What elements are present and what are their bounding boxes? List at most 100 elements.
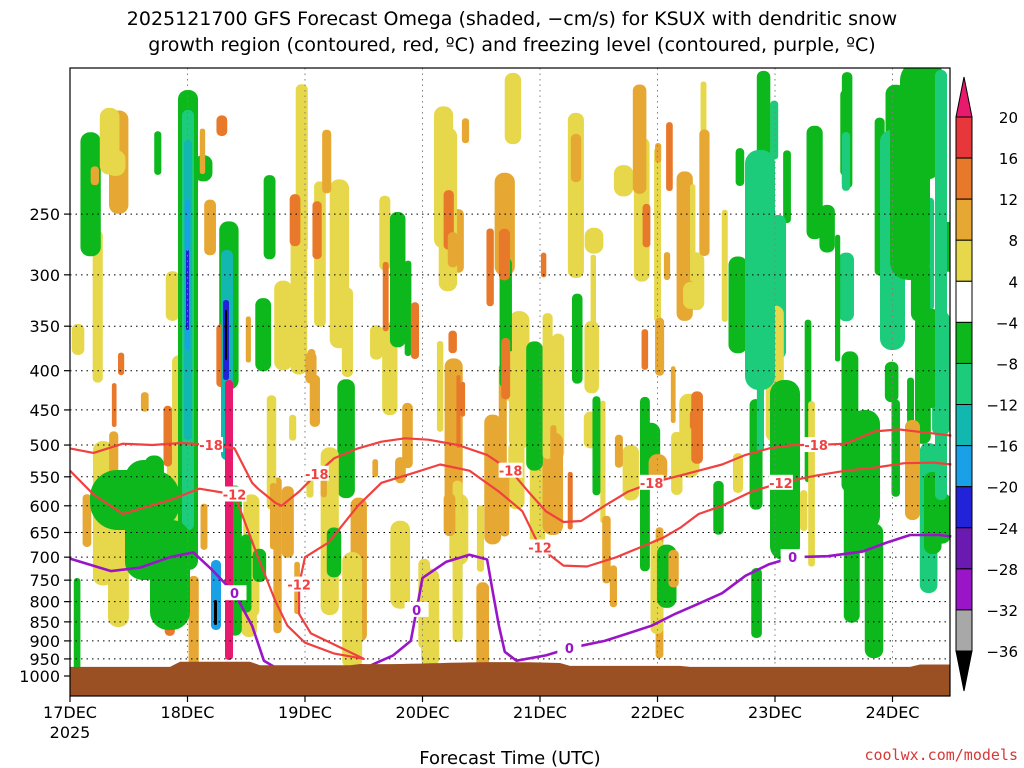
omega-cell (90, 166, 99, 186)
colorbar-label: 4 (1008, 273, 1018, 291)
omega-cell (372, 459, 379, 478)
omega-cell (255, 298, 272, 372)
omega-cell (269, 482, 277, 550)
plot-frame (69, 67, 951, 697)
x-tick-label: 23DEC (748, 703, 802, 722)
omega-cell (770, 100, 779, 160)
omega-cell (486, 228, 494, 307)
omega-cell (460, 381, 466, 417)
contour-label-bg (199, 437, 223, 453)
omega-cell (389, 211, 406, 348)
omega-cell (225, 310, 227, 360)
omega-cell (668, 549, 679, 588)
omega-cell (540, 252, 547, 278)
omega-cell (214, 600, 217, 625)
omega-cell (476, 505, 485, 572)
omega-cell (613, 165, 634, 197)
omega-cell (850, 410, 880, 530)
colorbar-swatch (955, 280, 973, 323)
omega-cell (199, 128, 206, 175)
colorbar-label: −24 (986, 520, 1018, 538)
omega-cell (670, 366, 676, 424)
colorbar-label: 12 (999, 191, 1018, 209)
omega-cell (150, 520, 190, 630)
colorbar-bottom-arrow (955, 650, 973, 692)
colorbar-label: −28 (986, 561, 1018, 579)
omega-cell (289, 194, 301, 247)
omega-cell (370, 325, 383, 360)
chart-title-line2: growth region (contoured, red, ºC) and f… (148, 34, 875, 56)
omega-cell (274, 280, 293, 371)
colorbar: 20 16 12 8 4 −4 −8 −12 −16 −20 −24 −28 −32 −36 (955, 76, 1018, 692)
omega-cell (443, 493, 456, 536)
omega-cell (732, 453, 744, 493)
omega-cell (404, 260, 412, 357)
omega-cell (721, 209, 728, 322)
contour-label-bg (222, 585, 247, 601)
omega-cell (71, 323, 85, 355)
omega-cell (82, 494, 92, 547)
y-tick-label: 900 (29, 632, 60, 651)
omega-cell (290, 226, 308, 375)
contour-label: -18 (199, 439, 223, 454)
colorbar-label: −20 (986, 479, 1018, 497)
omega-shading (71, 68, 950, 696)
omega-cell (305, 351, 317, 384)
contour-label: -12 (287, 579, 311, 594)
x-tick-label: 24DEC (866, 703, 920, 722)
omega-cell (447, 232, 458, 268)
y-tick-label: 250 (29, 205, 60, 224)
y-tick-label: 1000 (19, 667, 60, 686)
colorbar-label: −12 (986, 397, 1018, 415)
omega-cell (592, 396, 601, 496)
omega-cell (500, 465, 510, 537)
y-tick-label: 300 (29, 266, 60, 285)
credit-text: coolwx.com/models (864, 746, 1018, 764)
omega-cell (808, 401, 815, 567)
contour-label-bg (804, 437, 829, 453)
x-axis: 17DEC 18DEC 19DEC 20DEC 21DEC 22DEC 23DEC 24DEC… (43, 696, 919, 742)
omega-cell (728, 256, 748, 354)
contour-label-bg (557, 640, 582, 656)
plot-area: -18 -18 -18 -18 -18 -12 -12 -12 -12 0 0 0 0 (69, 67, 952, 697)
contour-label: 0 (230, 587, 239, 602)
omega-cell (590, 254, 596, 331)
omega-cell (99, 107, 120, 175)
omega-cell (312, 201, 322, 260)
y-tick-label: 500 (29, 436, 60, 455)
y-tick-label: 800 (29, 593, 60, 612)
omega-cell (891, 399, 900, 497)
colorbar-swatch (955, 362, 973, 406)
omega-cell (402, 402, 413, 469)
x-year-label: 2025 (50, 723, 91, 742)
contour-label: -18 (804, 439, 828, 454)
contour-label-bg (222, 486, 247, 502)
x-axis-label: Forecast Time (UTC) (419, 748, 600, 768)
y-tick-label: 350 (29, 317, 60, 336)
omega-cell (838, 252, 854, 322)
title-group: 2025121700 GFS Forecast Omega (shaded, −… (127, 8, 897, 56)
omega-cell (690, 184, 696, 282)
x-tick-label: 20DEC (396, 703, 450, 722)
omega-cell (699, 129, 710, 257)
omega-cell (225, 380, 233, 660)
y-tick-label: 600 (29, 497, 60, 516)
omega-cell (770, 380, 800, 560)
x-tick-label: 19DEC (278, 703, 332, 722)
omega-cell (655, 143, 662, 163)
omega-cell (410, 302, 420, 359)
omega-cell (614, 434, 623, 468)
x-tick-label: 21DEC (513, 703, 567, 722)
omega-cell (80, 132, 101, 257)
omega-cell (163, 405, 173, 467)
colorbar-swatch (955, 568, 973, 611)
omega-cell (456, 375, 461, 448)
colorbar-label: −32 (986, 602, 1018, 620)
omega-cell (745, 150, 775, 390)
omega-cell (390, 520, 411, 609)
colorbar-swatch (955, 198, 973, 241)
omega-cell (571, 293, 583, 384)
omega-cell (382, 261, 389, 332)
surface-fill (70, 661, 950, 696)
